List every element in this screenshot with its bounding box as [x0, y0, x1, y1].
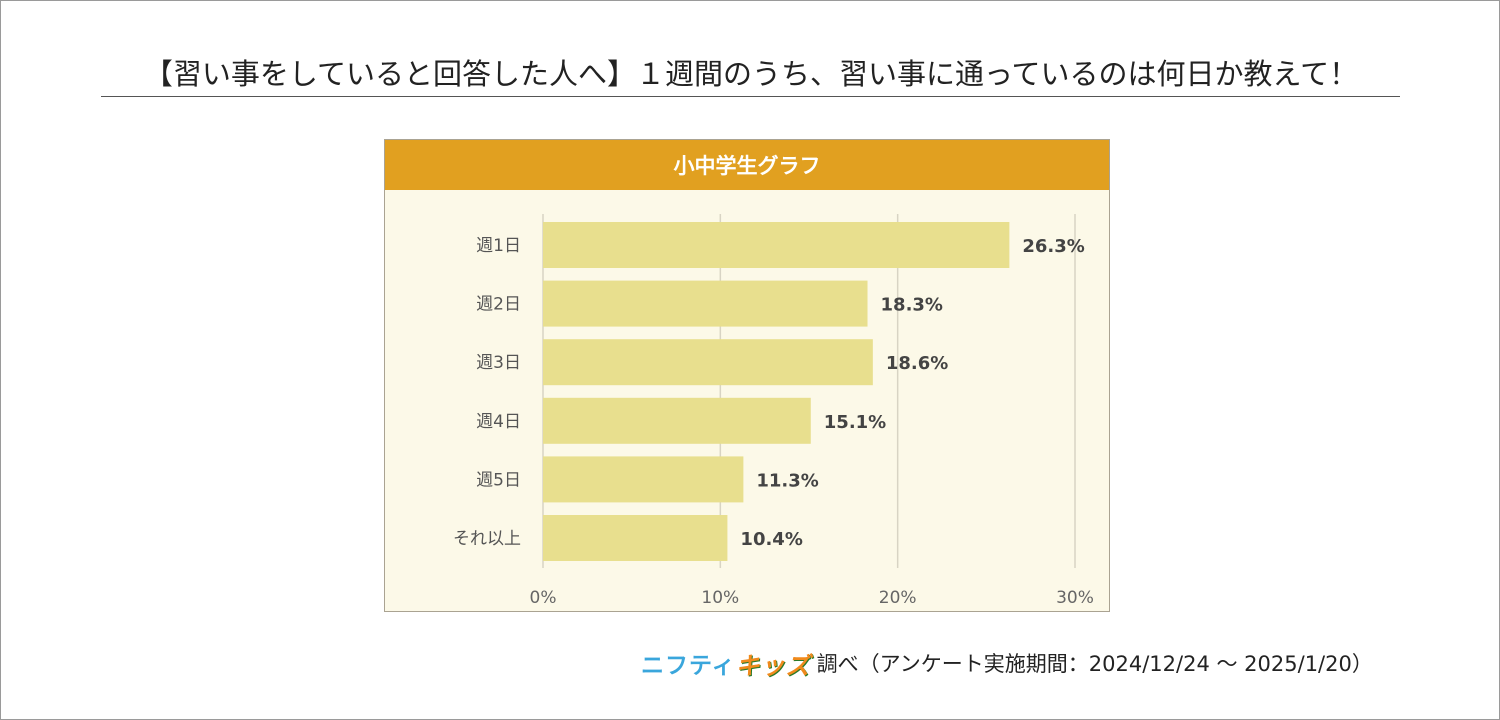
- x-tick-label-0: 0%: [530, 588, 557, 608]
- category-label-3: 週4日: [476, 412, 521, 432]
- x-tick-label-1: 10%: [701, 588, 739, 608]
- category-label-2: 週3日: [476, 353, 521, 373]
- survey-source-text: 調べ（アンケート実施期間：2024/12/24 〜 2025/1/20）: [816, 652, 1373, 676]
- bar-4: [543, 456, 744, 503]
- bar-1: [543, 280, 868, 327]
- bar-chart: 週1日 26.3% 週2日 18.3% 週3日 18.6% 週4日 15.1% 週5日 11.3%…: [453, 214, 1094, 608]
- value-label-2: 18.6%: [886, 353, 948, 374]
- bar-0: [543, 222, 1010, 268]
- bar-2: [543, 339, 873, 386]
- x-tick-label-3: 30%: [1056, 588, 1094, 608]
- bar-5: [543, 515, 728, 561]
- chart-title: 小中学生グラフ: [385, 140, 1109, 190]
- x-tick-label-2: 20%: [879, 588, 917, 608]
- category-label-1: 週2日: [476, 295, 521, 315]
- chart-panel: 小中学生グラフ 週1日 26.3% 週2日 18.3% 週3日 18.6% 週4日 15.1%…: [384, 139, 1110, 612]
- logo-text-kids: キッズ: [735, 651, 811, 680]
- value-label-5: 10.4%: [740, 529, 802, 550]
- bar-3: [543, 397, 811, 444]
- page-title: 【習い事をしていると回答した人へ】１週間のうち、習い事に通っているのは何日か教え…: [143, 57, 1359, 91]
- logo-text-nifty: ニフティ: [641, 653, 736, 679]
- value-label-0: 26.3%: [1022, 236, 1084, 257]
- source-footer: ニフティ キッズ 調べ（アンケート実施期間：2024/12/24 〜 2025/…: [641, 646, 1373, 680]
- category-label-4: 週5日: [476, 470, 521, 490]
- value-label-3: 15.1%: [824, 412, 886, 433]
- category-label-5: それ以上: [453, 529, 521, 549]
- category-label-0: 週1日: [476, 236, 521, 256]
- title-underline: [101, 96, 1400, 97]
- niftykids-logo: ニフティ キッズ: [641, 646, 811, 681]
- value-label-1: 18.3%: [881, 295, 943, 316]
- value-label-4: 11.3%: [756, 470, 818, 491]
